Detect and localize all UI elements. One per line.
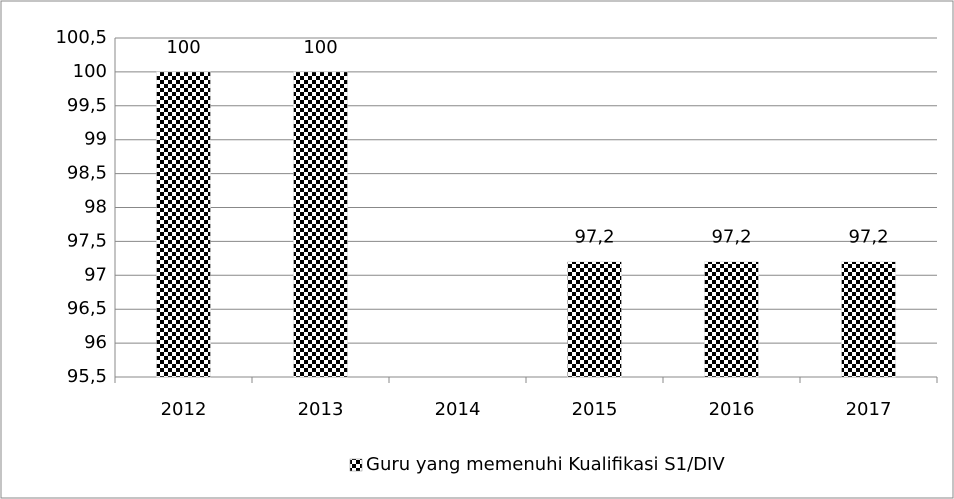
y-tick-label: 98	[84, 197, 107, 218]
legend-swatch	[349, 458, 363, 472]
y-tick-label: 100,5	[55, 27, 107, 48]
x-tick-label: 2017	[846, 399, 892, 420]
bar	[156, 71, 211, 378]
data-label: 97,2	[574, 227, 614, 248]
y-tick-label: 95,5	[67, 366, 107, 387]
y-tick-label: 98,5	[67, 163, 107, 184]
x-tick-label: 2012	[161, 399, 207, 420]
y-tick-label: 99,5	[67, 95, 107, 116]
x-tick-label: 2013	[298, 399, 344, 420]
bar	[293, 71, 348, 378]
data-label: 100	[166, 37, 200, 58]
data-label: 97,2	[848, 227, 888, 248]
legend-label: Guru yang memenuhi Kualifikasi S1/DIV	[366, 454, 725, 475]
data-label: 97,2	[711, 227, 751, 248]
y-tick-label: 96,5	[67, 298, 107, 319]
y-tick-label: 97	[84, 264, 107, 285]
bar	[704, 261, 759, 378]
data-label: 100	[303, 37, 337, 58]
x-tick-label: 2014	[435, 399, 481, 420]
bar	[841, 261, 896, 378]
y-tick-label: 100	[73, 61, 107, 82]
y-tick-label: 97,5	[67, 230, 107, 251]
y-tick-label: 96	[84, 332, 107, 353]
bar	[567, 261, 622, 378]
x-tick-label: 2015	[572, 399, 618, 420]
x-tick-label: 2016	[709, 399, 755, 420]
y-tick-label: 99	[84, 129, 107, 150]
